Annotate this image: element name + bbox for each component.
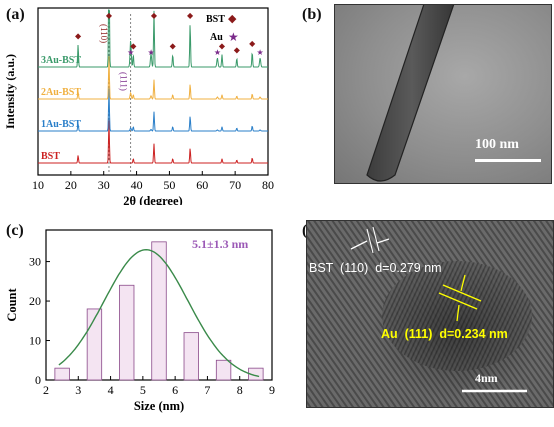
legend-bst-label: BST [206,14,225,25]
nanorod [366,5,455,182]
hist-bar [215,359,232,381]
xrd-chart: 10 20 30 40 50 60 70 80 2θ (degree) Intensity (a.… [3,7,274,205]
bst-peak-marker: ◆ [75,32,82,41]
hist-ytick-label: 20 [29,294,41,308]
hist-ytick-label: 30 [29,255,41,269]
xrd-series-line [38,120,268,164]
xrd-frame [37,7,269,176]
hist-xtick-label: 3 [75,383,81,397]
xrd-xtick-label: 10 [32,178,44,192]
hist-xtick-label: 7 [204,383,210,397]
bst-peak-marker: ◆ [187,11,194,20]
xrd-axes: 10 20 30 40 50 60 70 80 2θ (degree) Intensity (a.… [3,7,274,205]
bst-peak-marker: ◆ [151,11,158,20]
bst-110-annotation: (110) [99,24,109,43]
hist-xtick-label: 9 [269,383,275,397]
xrd-xtick-label: 50 [163,178,175,192]
hist-xtick-label: 8 [237,383,243,397]
bst-fringe-1 [366,228,374,254]
xrd-xtick-label: 40 [131,178,143,192]
xrd-ylabel: Intensity (a.u.) [3,54,17,129]
histogram-axes: 2 3 4 5 6 7 8 9 0 10 20 30 Size (nm) Count [5,229,275,413]
xrd-series-line [38,56,268,100]
legend-au-symbol: ★ [228,30,239,44]
xrd-peak-markers: ◆◆◆◆◆◆◆ ◆◆★ ★ ★ ★(110)(111) [75,11,264,91]
legend-au-label: Au [210,32,223,43]
bst-peak-marker: ◆ [249,39,256,48]
xrd-xtick-label: 70 [229,178,241,192]
au-peak-marker: ★ [127,48,134,57]
au-fringe-2 [442,284,482,302]
au-111-annotation: (111) [119,72,129,91]
xrd-series-label: 2Au-BST [41,87,81,98]
panel-label-c: (c) [6,222,24,239]
xrd-series-label: 3Au-BST [41,55,81,66]
bst-arrow-left [350,240,368,250]
hrtem-image: BST (110) d=0.279 nm Au (111) d=0.234 nm… [306,220,554,408]
hist-ytick-label: 0 [35,373,41,387]
hist-xtick-label: 6 [172,383,178,397]
hist-ylabel: Count [5,287,19,321]
au-peak-marker: ★ [214,48,221,57]
hist-bar [119,284,135,381]
bst-peak-marker: ◆ [170,42,177,51]
panel-label-b: (b) [302,6,322,23]
bst-lattice-label: BST (110) d=0.279 nm [309,261,442,275]
hist-bar [54,367,70,381]
hist-bar [151,241,167,381]
au-arrow-bottom [456,304,460,322]
xrd-series-label: 1Au-BST [41,119,81,130]
size-annotation: 5.1±1.3 nm [192,237,248,251]
au-arrow-top [460,274,466,292]
hist-bar [183,332,199,381]
lattice-texture [307,221,553,407]
xrd-xlabel: 2θ (degree) [123,194,182,205]
hrtem-scale-label: 4nm [475,371,498,385]
au-fringe-1 [438,292,478,310]
bst-fringe-2 [372,226,380,252]
scale-label: 100 nm [475,137,519,152]
gaussian-fit-curve [58,248,260,378]
hist-xtick-label: 5 [140,383,146,397]
xrd-xtick-label: 30 [98,178,110,192]
xrd-xtick-label: 80 [262,178,274,192]
bst-peak-marker: ◆ [106,11,113,20]
panel-label-a: (a) [6,6,25,23]
hist-xlabel: Size (nm) [134,399,184,413]
xrd-legend: BST ◆ Au ★ [206,13,239,44]
bst-peak-marker: ◆ [219,42,226,51]
scale-bar [475,159,541,162]
au-peak-marker: ★ [147,48,154,57]
au-peak-marker: ★ [257,48,264,57]
au-lattice-label: Au (111) d=0.234 nm [381,327,508,341]
histogram-bars [54,241,264,381]
bst-peak-marker: ◆ [234,45,241,54]
xrd-series: BST 1Au-BST 2Au-BST 3Au-BST [38,9,268,164]
xrd-series-line [38,88,268,132]
xrd-xtick-label: 20 [65,178,77,192]
tem-image: 100 nm [334,4,552,184]
hist-xtick-label: 2 [43,383,49,397]
xrd-xtick-label: 60 [196,178,208,192]
bst-arrow-right [376,238,390,244]
xrd-series-line [38,9,268,68]
gaussian-fit: 5.1±1.3 nm [58,237,260,378]
hist-ytick-label: 10 [29,334,41,348]
bst-peak-marker: ◆ [130,42,137,51]
xrd-series-label: BST [41,151,60,162]
size-histogram: 2 3 4 5 6 7 8 9 0 10 20 30 Size (nm) Count 5.1±1.3 nm [5,229,275,413]
hist-xtick-label: 4 [108,383,114,397]
legend-bst-symbol: ◆ [228,13,237,25]
